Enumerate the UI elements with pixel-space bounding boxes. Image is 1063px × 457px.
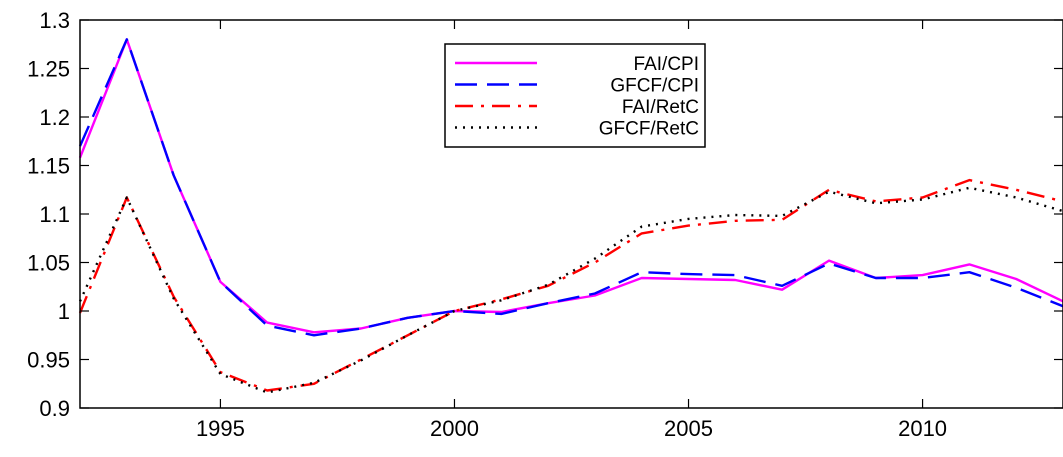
y-tick-label: 1.3 (39, 8, 70, 33)
legend-label-4: GFCF/RetC (599, 119, 699, 140)
x-tick-label: 2000 (430, 416, 479, 441)
series-line-4 (78, 186, 1063, 394)
series-lines (78, 38, 1063, 394)
y-tick-label: 1.15 (27, 154, 70, 179)
y-tick-labels: 0.9 0.95 1 1.05 1.1 1.15 1.2 1.25 1.3 (27, 8, 70, 421)
legend-label-3: FAI/RetC (622, 97, 699, 118)
x-tick-label: 2005 (664, 416, 713, 441)
y-tick-label: 1 (58, 299, 70, 324)
y-tick-label: 1.05 (27, 251, 70, 276)
series-line-2 (78, 38, 1063, 337)
x-tick-labels: 1995 2000 2005 2010 (196, 416, 947, 441)
axis-ticks (80, 19, 1063, 409)
x-tick-label: 1995 (196, 416, 245, 441)
y-tick-label: 0.9 (39, 396, 70, 421)
legend-box (444, 43, 706, 148)
y-tick-label: 0.95 (27, 348, 70, 373)
legend-label-2: GFCF/CPI (610, 76, 699, 97)
x-tick-label: 2010 (898, 416, 947, 441)
y-tick-label: 1.1 (39, 202, 70, 227)
y-tick-label: 1.2 (39, 105, 70, 130)
y-tick-label: 1.25 (27, 57, 70, 82)
legend-label-1: FAI/CPI (634, 54, 699, 75)
series-line-3 (78, 178, 1063, 392)
